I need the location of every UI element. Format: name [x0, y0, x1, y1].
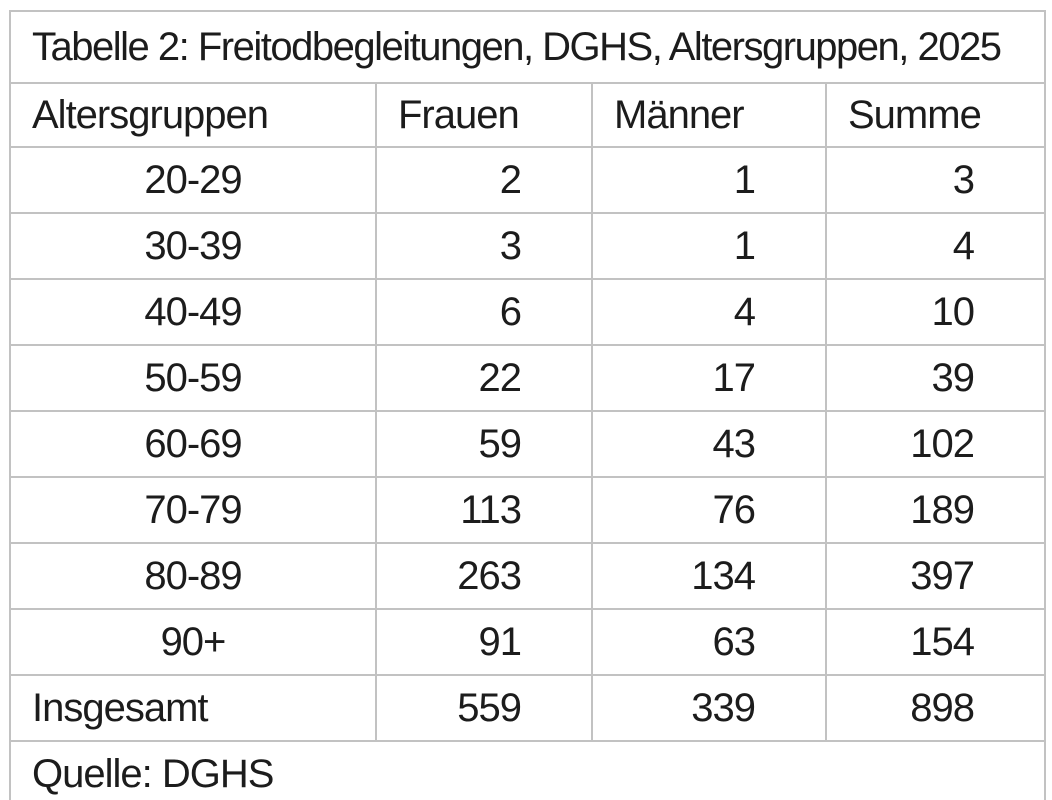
source-note: Quelle: DGHS — [8, 740, 1047, 800]
total-summe-value: 898 — [824, 674, 1047, 742]
table-row: 20-29 2 1 3 — [9, 146, 1047, 214]
table-source-row: Quelle: DGHS — [8, 740, 1047, 800]
age-groups-table: Tabelle 2: Freitodbegleitungen, DGHS, Al… — [8, 10, 1047, 800]
maenner-value: 17 — [591, 344, 827, 412]
total-frauen-value: 559 — [375, 674, 593, 742]
table-row: 50-59 22 17 39 — [9, 344, 1047, 412]
summe-value: 4 — [824, 212, 1047, 280]
table-title: Tabelle 2: Freitodbegleitungen, DGHS, Al… — [8, 10, 1047, 84]
frauen-value: 2 — [375, 146, 593, 214]
summe-value: 189 — [824, 476, 1047, 544]
table-row: 40-49 6 4 10 — [9, 278, 1047, 346]
age-group-cell: 20-29 — [9, 146, 377, 214]
frauen-value: 59 — [375, 410, 593, 478]
table-row: 80-89 263 134 397 — [9, 542, 1047, 610]
age-group-cell: 70-79 — [9, 476, 377, 544]
age-group-cell: 90+ — [9, 608, 377, 676]
summe-value: 10 — [824, 278, 1047, 346]
summe-value: 39 — [824, 344, 1047, 412]
maenner-value: 1 — [591, 146, 827, 214]
table-row: 60-69 59 43 102 — [9, 410, 1047, 478]
frauen-value: 22 — [375, 344, 593, 412]
table-row: 70-79 113 76 189 — [9, 476, 1047, 544]
frauen-value: 3 — [375, 212, 593, 280]
age-group-cell: 60-69 — [9, 410, 377, 478]
total-label: Insgesamt — [9, 674, 377, 742]
column-header-summe: Summe — [824, 82, 1047, 148]
total-maenner-value: 339 — [591, 674, 827, 742]
summe-value: 3 — [824, 146, 1047, 214]
maenner-value: 43 — [591, 410, 827, 478]
table-total-row: Insgesamt 559 339 898 — [9, 674, 1047, 742]
maenner-value: 1 — [591, 212, 827, 280]
summe-value: 397 — [824, 542, 1047, 610]
column-header-altersgruppen: Altersgruppen — [9, 82, 377, 148]
table-title-row: Tabelle 2: Freitodbegleitungen, DGHS, Al… — [8, 10, 1047, 84]
summe-value: 102 — [824, 410, 1047, 478]
age-group-cell: 30-39 — [9, 212, 377, 280]
maenner-value: 63 — [591, 608, 827, 676]
table-row: 90+ 91 63 154 — [9, 608, 1047, 676]
table-row: 30-39 3 1 4 — [9, 212, 1047, 280]
maenner-value: 4 — [591, 278, 827, 346]
age-group-cell: 80-89 — [9, 542, 377, 610]
frauen-value: 263 — [375, 542, 593, 610]
column-header-frauen: Frauen — [375, 82, 593, 148]
age-group-cell: 50-59 — [9, 344, 377, 412]
table-header-row: Altersgruppen Frauen Männer Summe — [9, 82, 1047, 148]
frauen-value: 113 — [375, 476, 593, 544]
maenner-value: 134 — [591, 542, 827, 610]
column-header-maenner: Männer — [591, 82, 827, 148]
maenner-value: 76 — [591, 476, 827, 544]
frauen-value: 6 — [375, 278, 593, 346]
summe-value: 154 — [824, 608, 1047, 676]
frauen-value: 91 — [375, 608, 593, 676]
age-group-cell: 40-49 — [9, 278, 377, 346]
